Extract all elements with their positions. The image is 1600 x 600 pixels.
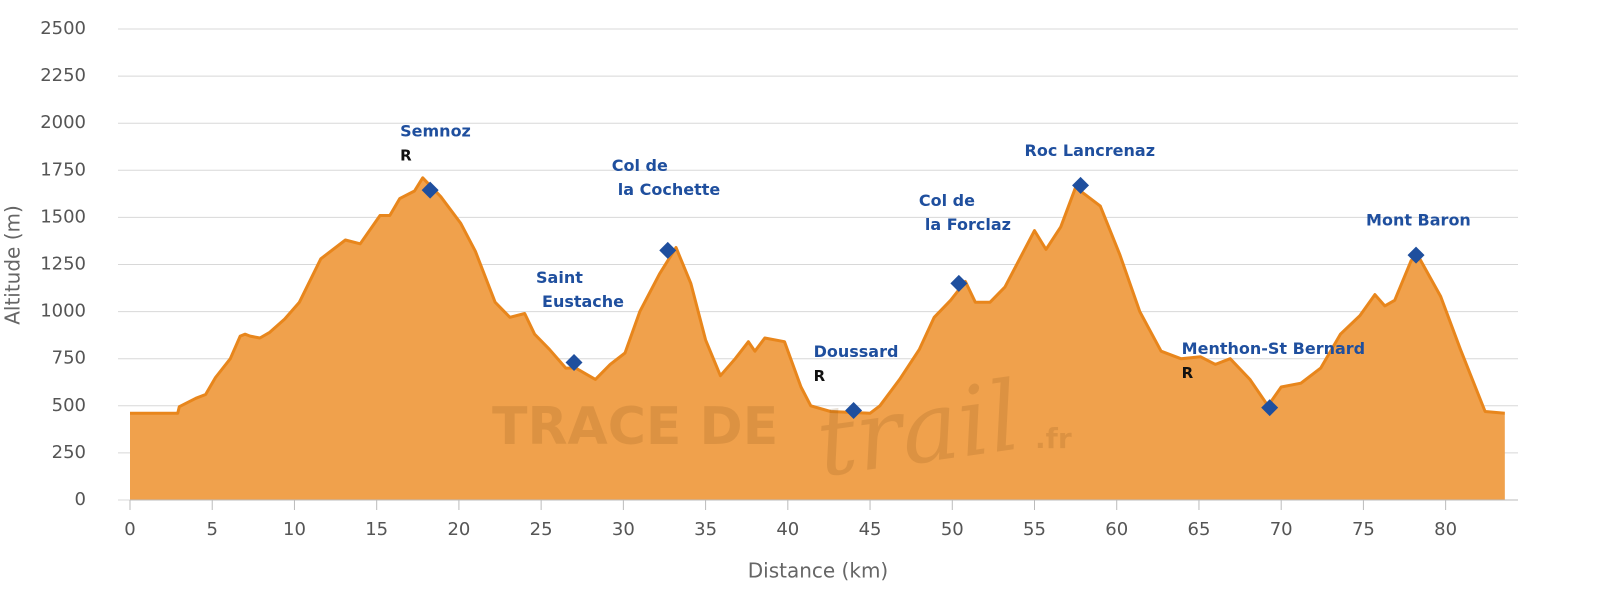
waypoint-label: Menthon-St Bernard [1182,339,1365,358]
y-tick-label: 1750 [40,159,86,180]
area [130,177,1505,501]
x-tick-label: 35 [694,519,717,540]
x-tick-label: 50 [941,519,964,540]
y-axis-title: Altitude (m) [1,205,25,325]
waypoint-marker [421,181,439,199]
waypoint-label: la Cochette [618,180,721,199]
y-tick-label: 1500 [40,206,86,227]
y-tick-label: 1250 [40,254,86,275]
refuel-label: R [400,147,412,165]
profile-line [130,176,1505,415]
y-tick-label: 1000 [40,301,86,322]
waypoint-label: Col de [612,156,668,175]
x-tick-label: 45 [859,519,882,540]
watermark-text: .fr [1035,422,1072,455]
waypoint-label: Roc Lancrenaz [1025,141,1155,160]
waypoint-label: Doussard [814,342,899,361]
x-tick-label: 40 [776,519,799,540]
y-tick-label: 2000 [40,112,86,133]
watermark: TRACE DE trail .fr [492,360,1072,499]
refuel-label: R [1182,364,1194,382]
y-tick-label: 2500 [40,18,86,39]
waypoint-marker [845,402,863,419]
x-tick-label: 80 [1434,519,1457,540]
watermark-text: TRACE DE [492,397,778,457]
x-tick-label: 55 [1023,519,1046,540]
waypoint-label: Col de [919,191,975,210]
x-tick-label: 15 [365,519,388,540]
waypoint-marker [659,241,677,259]
waypoint-label: Saint [536,268,583,287]
refuel-label: R [814,367,826,385]
watermark-text: trail [810,360,1027,499]
x-tick-label: 10 [283,519,306,540]
waypoint-label: Eustache [542,292,624,311]
x-tick-label: 60 [1105,519,1128,540]
x-tick-label: 75 [1352,519,1375,540]
waypoint-label: la Forclaz [925,215,1011,234]
x-tick-label: 0 [124,519,135,540]
y-tick-label: 2250 [40,65,86,86]
y-tick-label: 750 [52,348,86,369]
y-tick-label: 500 [52,395,86,416]
x-tick-label: 70 [1270,519,1293,540]
waypoint-label: Mont Baron [1366,211,1471,230]
y-tick-label: 250 [52,442,86,463]
waypoint-marker [950,274,968,292]
y-tick-label: 0 [75,489,86,510]
x-tick-label: 5 [207,519,218,540]
x-tick-label: 25 [530,519,553,540]
waypoint-label: Semnoz [400,122,471,141]
waypoint-marker [565,353,583,371]
x-tick-label: 65 [1188,519,1211,540]
x-tick-label: 30 [612,519,635,540]
x-axis-title: Distance (km) [748,559,888,583]
x-tick-label: 20 [447,519,470,540]
